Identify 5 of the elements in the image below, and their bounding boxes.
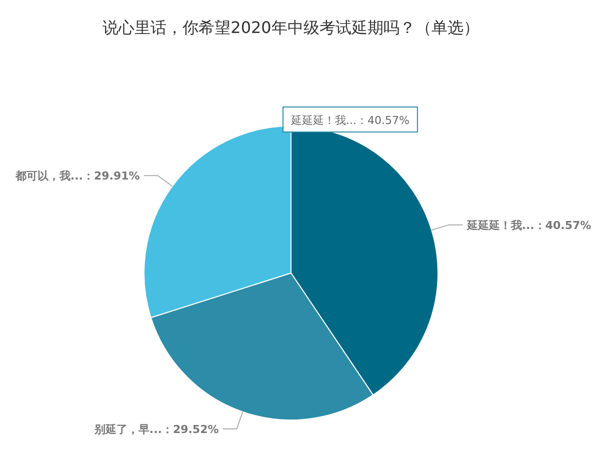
slice-label: 别延了，早...：29.52% — [93, 422, 219, 436]
slice-label: 延延延！我...：40.57% — [466, 218, 592, 232]
text: 延延延！我...：40.57% — [290, 114, 410, 127]
slice-label: 都可以，我...：29.91% — [14, 170, 140, 183]
chart-title: 说心里话，你希望2020年中级考试延期吗？（单选） — [102, 18, 480, 37]
